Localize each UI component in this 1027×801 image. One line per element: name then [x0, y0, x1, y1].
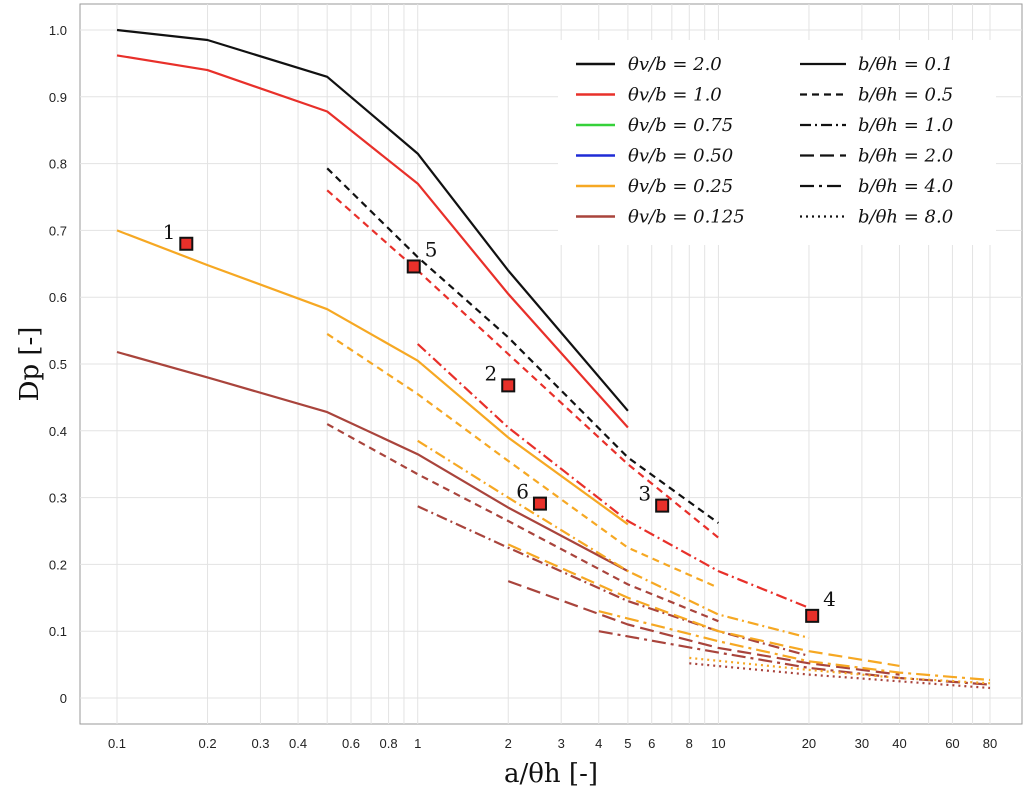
legend-color-label: θv/b = 0.25	[628, 176, 733, 197]
x-tick-label: 8	[686, 736, 693, 751]
legend: θv/b = 2.0 θv/b = 1.0 θv/b = 0.75 θv/b = 0.…	[558, 40, 996, 245]
x-tick-label: 40	[892, 736, 906, 751]
marker-label: 1	[163, 220, 176, 244]
x-tick-label: 80	[983, 736, 997, 751]
y-tick-label: 0	[60, 691, 67, 706]
legend-color-label: θv/b = 0.125	[628, 207, 745, 228]
x-tick-label: 30	[855, 736, 869, 751]
marker-point	[532, 496, 547, 511]
marker-point	[406, 259, 421, 274]
y-tick-label: 0.4	[49, 424, 67, 439]
legend-style-label: b/θh = 0.5	[858, 85, 953, 106]
y-tick-label: 0.6	[49, 290, 67, 305]
markers-group: 1 2 3 4 5 6	[163, 220, 836, 623]
series-line	[598, 610, 991, 682]
x-tick-label: 2	[505, 736, 512, 751]
legend-box	[558, 40, 996, 245]
series-line	[116, 28, 629, 412]
marker-label: 6	[516, 480, 529, 504]
series-line	[326, 332, 719, 589]
x-tick-label: 5	[624, 736, 631, 751]
series-line	[116, 350, 629, 573]
y-tick-label: 0.5	[49, 357, 67, 372]
series-line	[507, 580, 900, 676]
series-line	[116, 229, 629, 526]
series-line	[417, 439, 810, 639]
y-tick-label: 0.1	[49, 624, 67, 639]
y-tick-label: 0.2	[49, 557, 67, 572]
x-tick-label: 10	[711, 736, 725, 751]
marker-label: 2	[485, 361, 498, 385]
x-tick-label: 60	[945, 736, 959, 751]
x-tick-label: 4	[595, 736, 602, 751]
x-tick-label: 0.1	[108, 736, 126, 751]
legend-color-label: θv/b = 1.0	[628, 85, 722, 106]
x-tick-label: 3	[558, 736, 565, 751]
x-tick-label: 0.8	[380, 736, 398, 751]
x-axis-title: a/θh [-]	[504, 759, 598, 789]
y-tick-label: 1.0	[49, 23, 67, 38]
x-tick-label: 0.2	[198, 736, 216, 751]
y-tick-label: 0.3	[49, 491, 67, 506]
legend-style-label: b/θh = 2.0	[858, 146, 953, 167]
marker-point	[501, 378, 516, 393]
marker-label: 5	[425, 237, 438, 261]
legend-color-label: θv/b = 2.0	[628, 54, 722, 75]
legend-style-label: b/θh = 0.1	[858, 54, 953, 75]
series-line	[416, 343, 810, 609]
series-line	[507, 543, 900, 667]
series-line	[326, 189, 720, 539]
legend-style-label: b/θh = 8.0	[858, 207, 953, 228]
y-tick-label: 0.8	[49, 157, 67, 172]
legend-color-label: θv/b = 0.50	[628, 146, 733, 167]
series-group	[116, 28, 991, 690]
series-line	[417, 505, 810, 657]
legend-color-label: θv/b = 0.75	[628, 115, 733, 136]
marker-point	[805, 608, 820, 623]
x-tick-label: 0.3	[251, 736, 269, 751]
x-tick-label: 0.6	[342, 736, 360, 751]
marker-label: 4	[823, 587, 836, 611]
legend-style-label: b/θh = 4.0	[858, 176, 953, 197]
x-tick-label: 6	[648, 736, 655, 751]
series-line	[326, 167, 720, 524]
legend-style-label: b/θh = 1.0	[858, 115, 953, 136]
series-line	[116, 54, 629, 429]
x-tick-labels: 0.1 0.2 0.3 0.4 0.6 0.8 1 2 3 4 5 6 8 10 20 30 40 60 80	[108, 736, 997, 751]
marker-point	[655, 498, 670, 513]
x-tick-label: 0.4	[289, 736, 307, 751]
series-line	[689, 662, 991, 690]
series-line	[326, 423, 719, 623]
marker-label: 3	[638, 482, 651, 506]
y-axis-title: Dp [-]	[15, 327, 45, 402]
x-tick-label: 1	[414, 736, 421, 751]
y-tick-label: 0.7	[49, 223, 67, 238]
x-tick-label: 20	[802, 736, 816, 751]
series-line	[689, 656, 991, 685]
y-tick-labels: 0 0.1 0.2 0.3 0.4 0.5 0.6 0.7 0.8 0.9 1.0	[49, 23, 67, 706]
marker-point	[179, 236, 194, 251]
y-tick-label: 0.9	[49, 90, 67, 105]
